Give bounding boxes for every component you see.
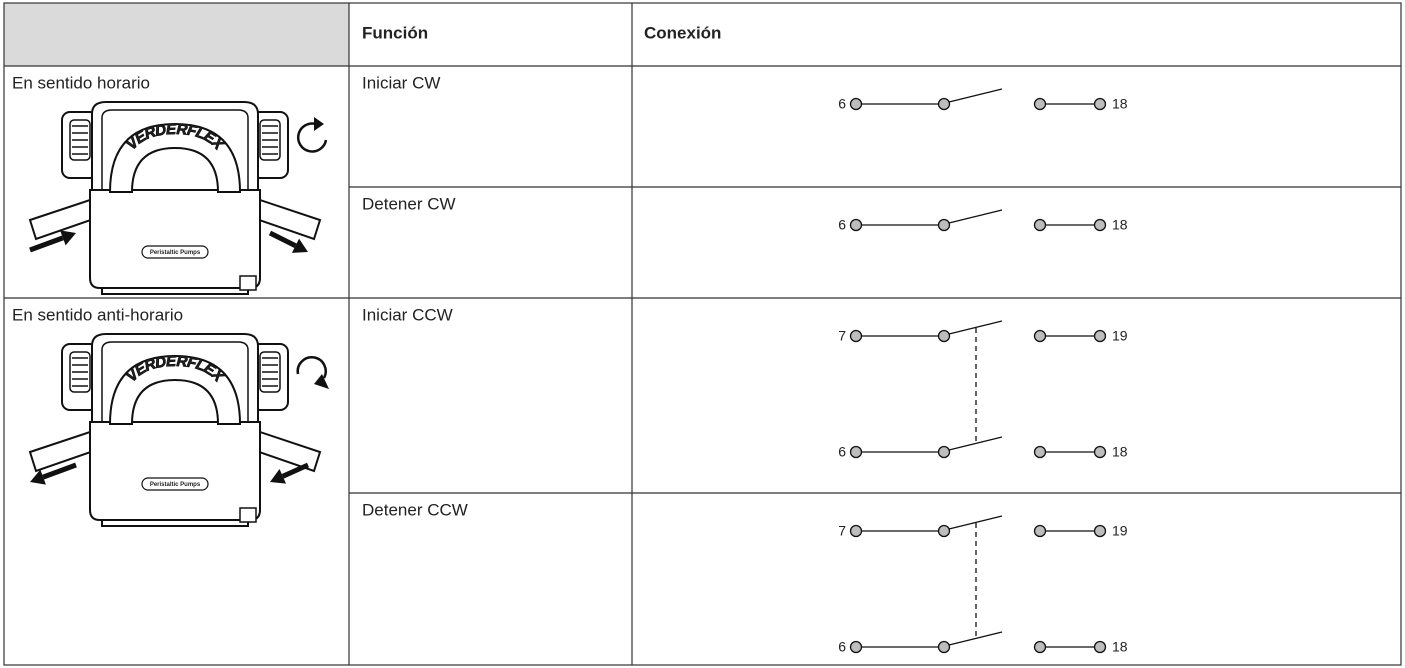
rotation-icon (297, 122, 328, 153)
switch-blade (948, 515, 1003, 530)
switch-blade (948, 209, 1003, 224)
function-label: Detener CW (362, 194, 456, 213)
rotation-icon (296, 356, 327, 379)
terminal (937, 445, 951, 459)
terminal (1033, 329, 1047, 343)
function-label: Iniciar CCW (362, 305, 453, 324)
terminal-label: 19 (1112, 523, 1128, 539)
terminal-label: 18 (1112, 217, 1128, 233)
terminal-label: 6 (838, 96, 846, 112)
model-badge (141, 245, 209, 259)
connector (239, 275, 257, 291)
terminal-label: 7 (838, 523, 846, 539)
function-label: Detener CCW (362, 500, 468, 519)
terminal (849, 640, 863, 654)
terminal (1093, 218, 1107, 232)
terminal-label: 7 (838, 328, 846, 344)
terminal (1033, 640, 1047, 654)
connector (239, 507, 257, 523)
terminal-label: 6 (838, 217, 846, 233)
terminal (849, 97, 863, 111)
switch-blade (948, 631, 1003, 646)
model-badge (141, 477, 209, 491)
rotation-arrowhead (314, 117, 324, 131)
terminal (849, 329, 863, 343)
flow-arrowhead (270, 468, 287, 484)
terminal (1093, 329, 1107, 343)
flow-arrow (281, 462, 310, 479)
terminal-label: 18 (1112, 639, 1128, 655)
terminal (849, 445, 863, 459)
direction-label: En sentido horario (12, 73, 150, 92)
grid (3, 2, 1402, 666)
rotation-arrowhead (314, 374, 329, 389)
switch-blade (948, 320, 1003, 335)
terminal (1093, 97, 1107, 111)
rotor-arch (108, 122, 242, 193)
terminal-label: 6 (838, 444, 846, 460)
pump-base (101, 287, 249, 295)
terminal (1033, 445, 1047, 459)
cover-inner (101, 341, 249, 424)
terminal (849, 524, 863, 538)
terminal-label: 18 (1112, 444, 1128, 460)
flow-arrowhead (291, 238, 308, 253)
header-connection: Conexión (644, 23, 721, 42)
terminal (1093, 524, 1107, 538)
model-label: Peristaltic Pumps (150, 482, 201, 488)
switch-circuit: 7 19 (838, 320, 1128, 344)
switch-circuit: 6 18 (838, 88, 1128, 112)
terminal (1093, 445, 1107, 459)
pump-base (101, 519, 249, 527)
terminal-label: 19 (1112, 328, 1128, 344)
terminal (937, 97, 951, 111)
flow-arrow (29, 235, 64, 253)
switch-circuit: 7 19 (838, 515, 1128, 539)
terminal (849, 218, 863, 232)
switch-blade (948, 88, 1003, 103)
flow-arrowhead (30, 469, 46, 485)
terminal (1033, 97, 1047, 111)
terminal (1093, 640, 1107, 654)
cover-inner (101, 109, 249, 192)
switch-circuit: 6 18 (838, 436, 1128, 460)
pump-body (89, 421, 261, 521)
rotor-arch (108, 354, 242, 425)
switch-circuit: 6 18 (838, 631, 1128, 655)
flow-arrow (268, 230, 297, 248)
direction-label: En sentido anti-horario (12, 305, 183, 324)
terminal (1033, 524, 1047, 538)
pump-body (89, 189, 261, 289)
terminal (937, 524, 951, 538)
terminal (937, 640, 951, 654)
terminal (937, 218, 951, 232)
switch-blade (948, 436, 1003, 451)
switch-circuit: 6 18 (838, 209, 1128, 233)
header-function: Función (362, 23, 428, 42)
model-label: Peristaltic Pumps (150, 250, 201, 256)
function-label: Iniciar CW (362, 73, 440, 92)
terminal (1033, 218, 1047, 232)
terminal-label: 6 (838, 639, 846, 655)
flow-arrow (42, 462, 77, 480)
terminal-label: 18 (1112, 96, 1128, 112)
header-cell (4, 3, 349, 66)
flow-arrowhead (60, 230, 76, 246)
terminal (937, 329, 951, 343)
